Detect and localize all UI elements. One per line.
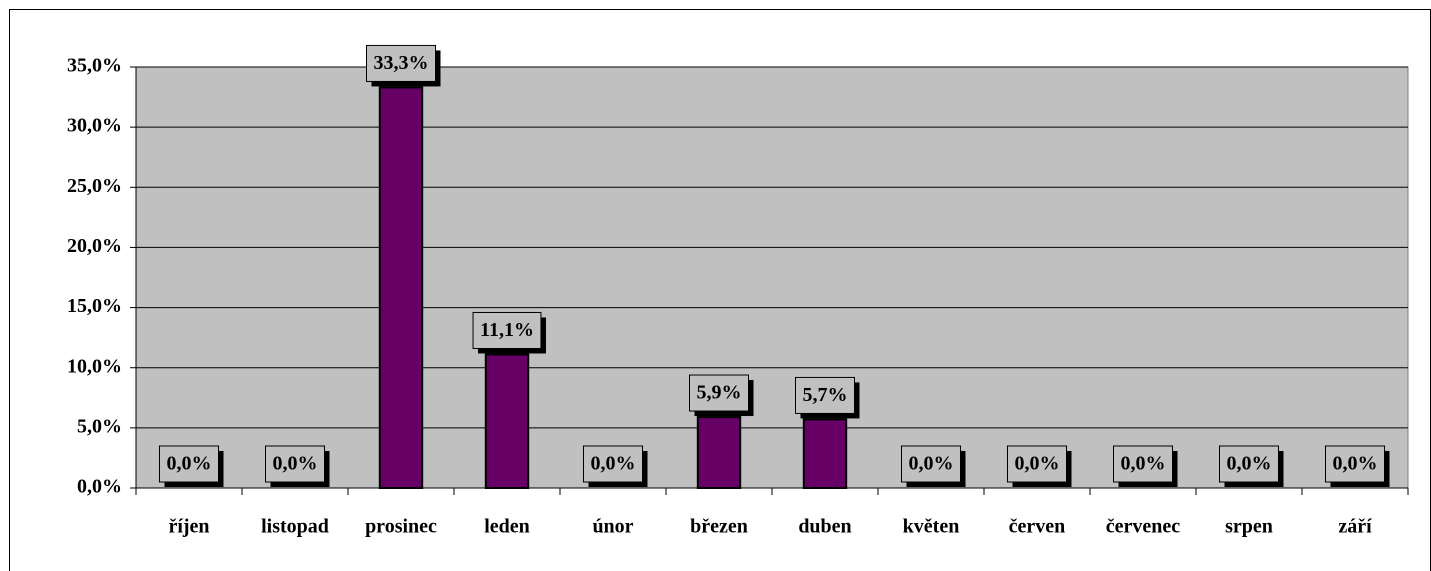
value-label-box xyxy=(795,376,855,414)
x-tick-label: květen xyxy=(903,516,960,538)
value-label: 33,3% xyxy=(374,52,429,74)
value-label: 0,0% xyxy=(1121,453,1166,475)
value-label: 0,0% xyxy=(909,453,954,475)
value-label: 0,0% xyxy=(591,453,636,475)
y-tick-label: 35,0% xyxy=(67,55,122,77)
value-label-box xyxy=(1007,445,1067,483)
x-tick-label: červenec xyxy=(1106,516,1181,538)
bar xyxy=(696,416,742,490)
y-tick-label: 20,0% xyxy=(67,235,122,257)
value-label-box xyxy=(1219,445,1279,483)
value-label-box xyxy=(689,374,749,412)
bar xyxy=(484,353,530,489)
value-label: 0,0% xyxy=(273,453,318,475)
y-tick-label: 15,0% xyxy=(67,295,122,317)
y-tick-label: 30,0% xyxy=(67,115,122,137)
value-label-box xyxy=(1325,445,1385,483)
value-label-box xyxy=(901,445,961,483)
x-tick-label: prosinec xyxy=(365,516,437,538)
value-label-box xyxy=(366,44,436,82)
value-label: 11,1% xyxy=(480,319,534,341)
x-tick-label: březen xyxy=(690,516,748,538)
value-label: 5,7% xyxy=(803,384,848,406)
value-label-box xyxy=(159,445,219,483)
bar xyxy=(802,418,848,489)
y-tick-label: 25,0% xyxy=(67,175,122,197)
x-tick-label: srpen xyxy=(1225,516,1273,538)
value-label: 0,0% xyxy=(1015,453,1060,475)
value-label: 0,0% xyxy=(1333,453,1378,475)
value-label: 5,9% xyxy=(697,382,742,404)
x-tick-label: listopad xyxy=(261,516,329,538)
value-label: 0,0% xyxy=(1227,453,1272,475)
plot-area xyxy=(135,66,1409,489)
y-tick-label: 10,0% xyxy=(67,355,122,377)
x-tick-label: září xyxy=(1338,516,1372,538)
y-tick-label: 5,0% xyxy=(77,415,122,437)
x-tick-label: duben xyxy=(798,516,851,538)
value-label: 0,0% xyxy=(167,453,212,475)
value-label-box xyxy=(472,311,542,349)
y-tick-label: 0,0% xyxy=(77,476,122,498)
x-tick-label: červen xyxy=(1009,516,1066,538)
x-tick-label: únor xyxy=(592,516,633,538)
value-label-box xyxy=(265,445,325,483)
x-tick-label: leden xyxy=(484,516,530,538)
x-tick-label: říjen xyxy=(168,516,209,538)
value-label-box xyxy=(1113,445,1173,483)
value-label-box xyxy=(583,445,643,483)
bar xyxy=(378,86,424,489)
